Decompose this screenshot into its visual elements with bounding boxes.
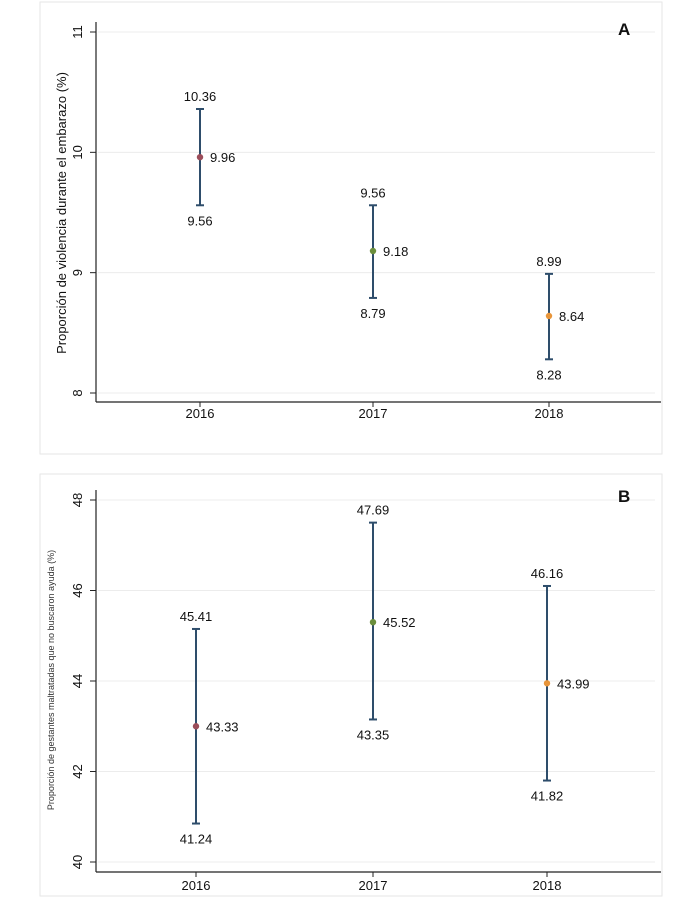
- panel-b-lower-label-2017: 43.35: [357, 727, 390, 742]
- panel-b: 40 42 44 46 48 2016 2017 2018 45.41 41.24 43.33 47…: [39, 473, 663, 897]
- panel-a-upper-label-2018: 8.99: [536, 254, 561, 269]
- panel-b-point-2016: [192, 723, 200, 730]
- panel-a-marks: 10.36 9.56 9.96 9.56 8.79 9.18 8.99 8.28 8.64: [184, 89, 585, 382]
- panel-a-letter: A: [618, 20, 630, 39]
- panel-a-frame: [39, 1, 663, 455]
- panel-b-point-2017: [369, 618, 377, 626]
- panel-b-lower-label-2016: 41.24: [180, 832, 213, 847]
- panel-b-estimate-label-2017: 45.52: [383, 615, 416, 630]
- panel-a-y-axis-label: Proporción de violencia durante el embar…: [54, 72, 69, 354]
- panel-a-point-2018: [545, 312, 553, 320]
- panel-b-y-tick-label: 44: [70, 674, 85, 688]
- panel-b-axes: 40 42 44 46 48 2016 2017 2018: [70, 490, 661, 893]
- panel-a: 8 9 10 11 2016 2017 2018 10.36 9.56 9.96 9.56 8.79…: [39, 1, 663, 455]
- panel-a-axes: 8 9 10 11 2016 2017 2018: [70, 22, 661, 421]
- panel-a-y-tick-label: 10: [70, 145, 85, 159]
- panel-a-upper-label-2016: 10.36: [184, 89, 217, 104]
- panel-b-y-tick-label: 46: [70, 583, 85, 597]
- panel-a-upper-label-2017: 9.56: [360, 185, 385, 200]
- panel-b-estimate-label-2016: 43.33: [206, 719, 239, 734]
- panel-a-x-tick-label: 2018: [535, 406, 564, 421]
- panel-a-lower-label-2016: 9.56: [187, 213, 212, 228]
- panel-b-y-tick-label: 48: [70, 493, 85, 507]
- panel-b-grid: [98, 499, 655, 863]
- panel-b-frame: [39, 473, 663, 897]
- panel-b-y-axis-label: Proporción de gestantes maltratadas que …: [46, 550, 56, 810]
- panel-a-point-2017: [369, 247, 377, 255]
- panel-b-y-tick-label: 40: [70, 855, 85, 869]
- panel-b-upper-label-2018: 46.16: [531, 566, 564, 581]
- panel-a-x-tick-label: 2017: [359, 406, 388, 421]
- panel-b-x-tick-label: 2016: [182, 878, 211, 893]
- panel-b-marks: 45.41 41.24 43.33 47.69 43.35 45.52 46.16 41.82…: [180, 503, 590, 847]
- panel-b-estimate-label-2018: 43.99: [557, 676, 590, 691]
- panel-a-y-tick-label: 8: [70, 389, 85, 396]
- panel-a-estimate-label-2017: 9.18: [383, 244, 408, 259]
- panel-a-point-2016: [196, 153, 204, 161]
- panel-a-grid: [98, 31, 655, 394]
- panel-b-x-tick-label: 2017: [359, 878, 388, 893]
- panel-a-estimate-label-2016: 9.96: [210, 150, 235, 165]
- panel-a-y-tick-label: 9: [70, 269, 85, 276]
- panel-a-x-tick-label: 2016: [186, 406, 215, 421]
- panel-b-upper-label-2016: 45.41: [180, 609, 213, 624]
- panel-a-lower-label-2018: 8.28: [536, 367, 561, 382]
- panel-b-letter: B: [618, 487, 630, 506]
- panel-a-estimate-label-2018: 8.64: [559, 309, 584, 324]
- panel-b-upper-label-2017: 47.69: [357, 503, 390, 518]
- panel-a-y-tick-label: 11: [70, 25, 85, 39]
- panel-b-point-2018: [543, 680, 551, 687]
- panel-b-x-tick-label: 2018: [533, 878, 562, 893]
- panel-b-lower-label-2018: 41.82: [531, 789, 564, 804]
- panel-a-lower-label-2017: 8.79: [360, 306, 385, 321]
- panel-b-y-tick-label: 42: [70, 764, 85, 778]
